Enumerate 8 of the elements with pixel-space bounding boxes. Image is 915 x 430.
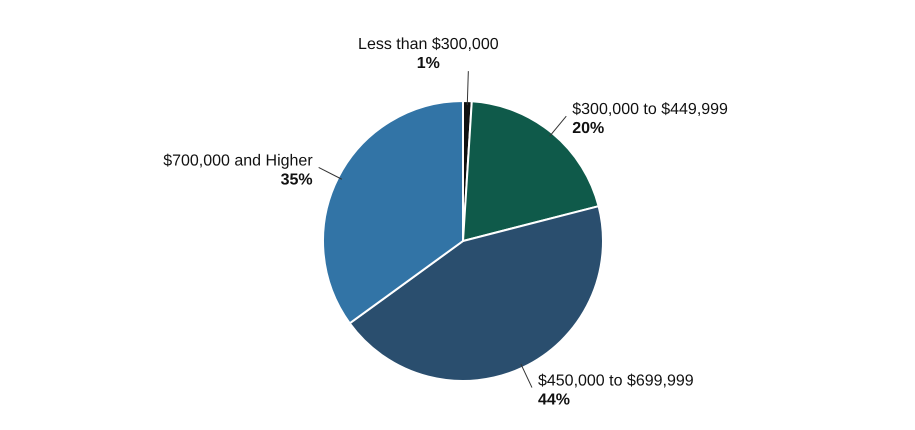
data-label: 1%: [416, 55, 440, 72]
slice-label: Less than $300,000: [358, 36, 499, 54]
slice-label: $300,000 to $449,999: [572, 101, 728, 118]
slice-label: $450,000 to $699,999: [538, 372, 694, 390]
slice-label: $700,000 and Higher: [163, 152, 314, 170]
data-label: 44%: [538, 392, 570, 409]
data-label: 20%: [572, 120, 604, 138]
data-label: 35%: [280, 171, 313, 188]
